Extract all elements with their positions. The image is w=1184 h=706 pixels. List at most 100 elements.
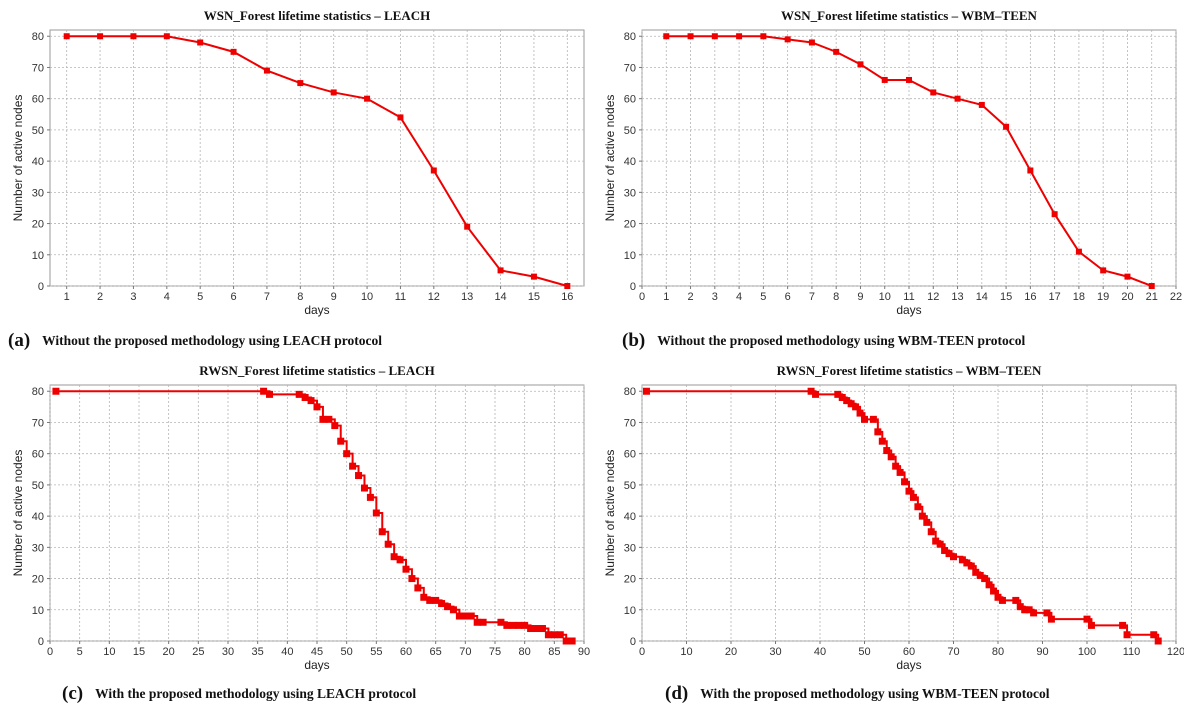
x-tick-label: 19 [1097,291,1109,303]
data-point [52,387,60,395]
y-tick-label: 70 [32,62,44,74]
x-tick-label: 10 [879,291,891,303]
data-point [384,540,392,548]
x-tick-label: 12 [927,291,939,303]
x-tick-label: 10 [103,646,115,658]
y-tick-label: 40 [32,156,44,168]
data-point [319,415,327,423]
x-tick-label: 20 [163,646,175,658]
x-tick-label: 16 [561,291,573,303]
data-point [260,387,268,395]
data-point [958,556,966,564]
x-tick-label: 85 [548,646,560,658]
data-point [990,587,998,595]
x-tick-label: 7 [264,291,270,303]
x-tick-label: 4 [736,291,742,303]
x-tick-label: 40 [281,646,293,658]
x-tick-label: 0 [639,291,645,303]
data-point [408,575,416,583]
data-point [301,393,309,401]
caption-c: (c) With the proposed methodology using L… [62,683,416,705]
data-point [869,415,877,423]
y-axis-label: Number of active nodes [603,95,617,222]
x-tick-label: 11 [903,291,914,303]
x-tick-label: 80 [519,646,531,658]
x-tick-label: 25 [192,646,204,658]
y-tick-label: 80 [32,386,44,398]
data-point [976,571,984,579]
data-point [515,621,523,629]
data-point [473,618,481,626]
data-point [642,387,650,395]
data-point [847,400,855,408]
y-tick-label: 40 [32,511,44,523]
caption-d-text: With the proposed methodology using WBM-… [700,686,1050,701]
x-tick-label: 8 [297,291,303,303]
data-point [397,114,404,121]
x-tick-label: 10 [680,646,692,658]
x-tick-label: 4 [164,291,170,303]
data-point [883,447,891,455]
data-point [325,415,333,423]
data-point [544,631,552,639]
caption-a-text: Without the proposed methodology using L… [42,333,382,348]
data-point [444,603,452,611]
data-point [936,540,944,548]
data-point [538,625,546,633]
data-point [861,415,868,423]
x-tick-label: 18 [1073,291,1085,303]
data-point [1154,637,1162,645]
y-tick-label: 20 [624,574,636,586]
caption-d: (d) With the proposed methodology using W… [665,683,1050,705]
data-point [981,575,989,583]
data-point [927,528,935,536]
data-point [521,621,529,629]
caption-a: (a) Without the proposed methodology usin… [8,330,382,352]
data-point [834,390,842,398]
x-tick-label: 110 [1123,646,1141,658]
chart-svg: 0 5 10 15 20 25 30 35 40 45 50 55 60 65 70 75 80 85 90 0 10 2… [11,363,590,672]
y-tick-label: 40 [624,156,636,168]
data-point [266,390,274,398]
data-point [760,33,767,40]
data-point [711,33,718,40]
y-tick-label: 30 [32,187,44,199]
data-point [378,528,386,536]
caption-c-text: With the proposed methodology using LEAC… [95,686,417,701]
data-point [950,553,957,561]
data-point [918,512,926,520]
x-tick-label: 60 [903,646,915,658]
data-point [906,76,912,83]
x-tick-label: 3 [712,291,718,303]
x-tick-label: 100 [1078,646,1096,658]
x-tick-label: 45 [311,646,323,658]
data-point [833,48,840,55]
y-tick-label: 50 [624,480,636,492]
data-point [467,612,475,620]
data-point [1030,609,1038,617]
data-point [1083,615,1091,623]
data-point [1012,596,1020,604]
y-tick-label: 60 [32,94,44,106]
x-tick-label: 6 [231,291,237,303]
data-point [331,422,339,430]
y-tick-label: 50 [32,125,44,137]
data-point [932,537,940,545]
x-tick-label: 22 [1170,291,1182,303]
x-tick-label: 8 [833,291,839,303]
x-tick-label: 11 [395,291,406,303]
x-tick-label: 30 [769,646,781,658]
data-point [464,223,471,230]
data-point [909,493,917,501]
data-point [1027,167,1034,174]
y-tick-label: 10 [32,605,44,617]
y-tick-label: 0 [630,281,636,293]
data-point [414,584,422,592]
data-point [449,606,457,614]
x-axis-label: days [304,658,329,672]
data-point [967,562,975,570]
x-tick-label: 5 [77,646,83,658]
x-tick-label: 15 [528,291,540,303]
x-tick-label: 20 [1121,291,1133,303]
data-point [892,462,900,470]
